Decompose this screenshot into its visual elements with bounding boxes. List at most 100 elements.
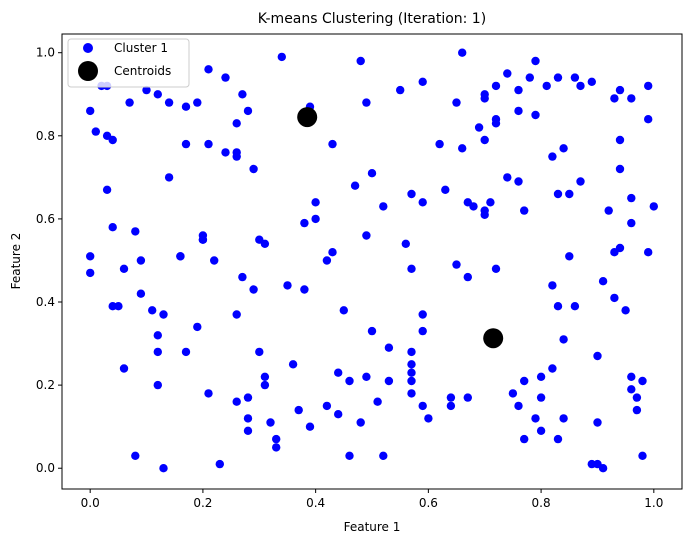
legend-marker-cluster-1 xyxy=(83,43,93,53)
data-point-167 xyxy=(424,414,433,423)
data-point-95 xyxy=(452,260,461,269)
data-point-65 xyxy=(119,264,129,273)
plot-frame xyxy=(61,33,683,490)
data-point-47 xyxy=(531,56,540,66)
data-point-48 xyxy=(531,110,540,120)
data-point-59 xyxy=(644,81,653,91)
data-point-199 xyxy=(638,451,647,460)
plot-marks xyxy=(86,48,658,473)
data-point-50 xyxy=(553,73,563,82)
data-point-196 xyxy=(632,393,642,402)
data-point-40 xyxy=(491,81,501,91)
y-tick-label-3: 0.6 xyxy=(36,212,55,226)
y-tick-label-4: 0.8 xyxy=(36,129,55,143)
data-point-36 xyxy=(474,123,484,132)
data-point-44 xyxy=(514,85,523,95)
data-point-53 xyxy=(570,73,580,82)
centroid-point-1 xyxy=(483,328,504,349)
x-tick-label-5: 1.0 xyxy=(644,496,663,510)
data-point-182 xyxy=(553,302,563,311)
data-point-143 xyxy=(288,360,298,369)
data-point-55 xyxy=(587,77,596,87)
data-point-21 xyxy=(221,148,230,157)
data-point-160 xyxy=(407,360,416,369)
data-point-159 xyxy=(407,347,416,357)
x-tick-label-4: 0.8 xyxy=(532,496,551,510)
data-point-45 xyxy=(514,106,523,116)
data-point-73 xyxy=(198,235,208,244)
x-tick-label-2: 0.4 xyxy=(306,496,325,510)
data-point-60 xyxy=(644,115,653,124)
legend-label-cluster-1: Cluster 1 xyxy=(114,41,168,55)
data-point-149 xyxy=(339,306,348,315)
data-point-153 xyxy=(362,372,371,381)
data-point-11 xyxy=(164,98,174,107)
data-point-0 xyxy=(86,106,95,116)
data-point-5 xyxy=(108,135,117,145)
data-point-169 xyxy=(446,393,456,402)
data-point-84 xyxy=(322,256,332,265)
data-point-37 xyxy=(480,135,489,145)
data-point-148 xyxy=(334,410,343,419)
data-point-166 xyxy=(418,401,427,411)
data-point-42 xyxy=(491,119,501,128)
data-point-119 xyxy=(119,364,129,373)
x-tick-label-1: 0.2 xyxy=(193,496,212,510)
data-point-52 xyxy=(559,144,568,153)
data-point-123 xyxy=(153,331,162,340)
data-point-62 xyxy=(615,164,625,174)
data-point-102 xyxy=(491,264,501,273)
data-point-195 xyxy=(627,385,636,394)
data-point-184 xyxy=(570,302,580,311)
data-point-194 xyxy=(627,372,636,381)
data-point-197 xyxy=(632,405,642,415)
data-point-32 xyxy=(458,48,467,57)
data-point-177 xyxy=(536,393,546,402)
data-point-146 xyxy=(322,401,332,411)
data-point-57 xyxy=(615,85,625,95)
data-point-170 xyxy=(463,393,472,402)
data-point-134 xyxy=(243,426,253,435)
data-point-15 xyxy=(221,73,230,82)
legend: Cluster 1 Centroids xyxy=(67,38,190,88)
data-point-181 xyxy=(553,434,563,444)
data-point-31 xyxy=(418,77,427,87)
data-point-7 xyxy=(108,223,117,232)
data-point-113 xyxy=(627,193,636,203)
data-point-136 xyxy=(243,393,253,402)
data-point-183 xyxy=(559,335,568,344)
data-point-163 xyxy=(407,389,416,398)
data-point-144 xyxy=(294,405,303,415)
data-point-93 xyxy=(418,198,427,207)
data-point-155 xyxy=(373,397,382,406)
data-point-8 xyxy=(125,98,134,107)
data-point-33 xyxy=(452,98,461,107)
data-point-164 xyxy=(418,326,427,336)
y-tick-label-0: 0.0 xyxy=(36,461,55,475)
data-point-83 xyxy=(311,198,320,207)
data-point-115 xyxy=(644,248,653,257)
legend-label-centroids: Centroids xyxy=(114,64,171,78)
data-point-27 xyxy=(328,139,337,149)
data-point-156 xyxy=(379,451,388,460)
data-point-145 xyxy=(305,422,315,431)
data-point-130 xyxy=(204,389,213,398)
data-point-34 xyxy=(435,139,444,149)
data-point-88 xyxy=(367,169,377,178)
data-point-107 xyxy=(565,189,574,199)
data-point-51 xyxy=(548,152,557,161)
data-point-70 xyxy=(176,252,185,261)
data-point-171 xyxy=(508,389,518,398)
y-axis-ticks: 0.0 0.2 0.4 0.6 0.8 1.0 xyxy=(36,46,62,475)
data-point-114 xyxy=(627,218,636,228)
data-point-141 xyxy=(272,443,281,452)
data-point-168 xyxy=(446,401,456,411)
data-point-150 xyxy=(345,376,354,386)
data-point-147 xyxy=(334,368,343,377)
data-point-157 xyxy=(384,376,394,386)
y-tick-label-1: 0.2 xyxy=(36,378,55,392)
data-point-90 xyxy=(401,239,410,248)
y-tick-label-5: 1.0 xyxy=(36,46,55,60)
data-point-29 xyxy=(362,98,371,107)
data-point-109 xyxy=(565,252,574,261)
